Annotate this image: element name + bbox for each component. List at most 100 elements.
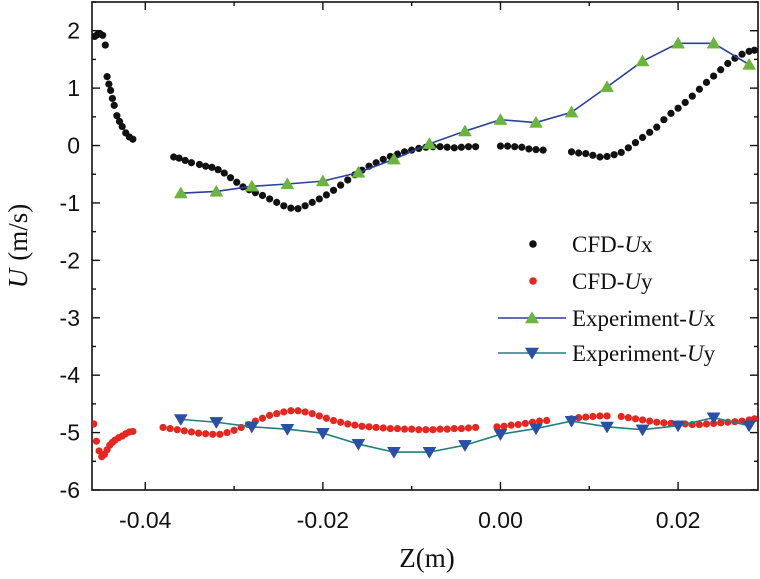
- data-point: [107, 86, 115, 95]
- data-point: [400, 425, 409, 433]
- data-point: [216, 430, 224, 438]
- data-point: [589, 151, 597, 159]
- data-point: [450, 424, 458, 433]
- data-point: [294, 407, 302, 415]
- data-point: [617, 412, 625, 421]
- data-marker: [280, 424, 295, 436]
- data-point: [187, 428, 196, 436]
- data-point: [681, 98, 689, 107]
- x-tick-label: 0.02: [656, 507, 701, 533]
- data-point: [457, 143, 466, 151]
- data-point: [226, 174, 235, 182]
- legend-marker: [525, 311, 539, 324]
- data-point: [496, 142, 505, 150]
- data-point: [511, 143, 519, 151]
- data-point: [92, 420, 98, 428]
- x-tick-label: 0.00: [478, 507, 523, 533]
- legend-entry: CFD-Ux: [529, 232, 653, 257]
- data-point: [92, 437, 101, 445]
- data-marker: [173, 414, 188, 427]
- data-point: [233, 178, 241, 186]
- data-marker: [351, 438, 366, 451]
- data-point: [514, 420, 522, 429]
- data-point: [214, 166, 222, 174]
- data-point: [301, 202, 309, 210]
- data-point: [653, 418, 661, 426]
- data-marker: [458, 124, 472, 137]
- data-point: [105, 80, 113, 88]
- data-point: [646, 417, 654, 425]
- data-point: [702, 420, 711, 428]
- data-point: [379, 155, 387, 163]
- data-marker: [422, 446, 437, 459]
- x-tick-label: -0.02: [297, 507, 349, 533]
- x-tick-label: -0.04: [119, 507, 172, 533]
- data-point: [329, 186, 338, 194]
- data-point: [436, 143, 444, 151]
- legend-entry: Experiment-Uy: [498, 341, 716, 366]
- data-marker: [600, 80, 614, 93]
- data-point: [129, 135, 137, 143]
- data-point: [631, 415, 640, 423]
- data-point: [101, 41, 109, 49]
- data-point: [408, 425, 416, 433]
- data-point: [273, 410, 281, 418]
- data-point: [308, 410, 316, 418]
- data-point: [638, 416, 647, 424]
- legend-marker: [529, 277, 537, 285]
- data-point: [674, 104, 682, 112]
- data-point: [472, 143, 480, 151]
- data-point: [660, 116, 668, 124]
- data-point: [379, 424, 387, 432]
- data-marker: [706, 36, 721, 49]
- data-point: [521, 419, 529, 428]
- data-marker: [173, 186, 188, 199]
- data-point: [194, 429, 203, 437]
- data-point: [301, 408, 309, 416]
- data-point: [457, 424, 466, 433]
- data-point: [638, 133, 647, 142]
- legend-label: Experiment-Ux: [572, 306, 716, 331]
- y-tick-label: 1: [67, 75, 80, 101]
- data-point: [108, 94, 117, 103]
- data-point: [110, 101, 118, 109]
- data-marker: [315, 174, 330, 187]
- data-point: [738, 50, 746, 58]
- data-point: [337, 418, 345, 426]
- data-point: [750, 46, 758, 54]
- data-point: [266, 411, 274, 419]
- data-point: [287, 204, 295, 212]
- data-point: [695, 420, 703, 429]
- data-point: [280, 408, 288, 416]
- data-point: [337, 181, 345, 189]
- data-point: [187, 159, 196, 167]
- legend-label: CFD-Uy: [572, 269, 653, 294]
- legend-marker: [529, 240, 537, 248]
- series-cfd-ux: [92, 29, 758, 213]
- data-point: [575, 414, 583, 422]
- data-marker: [315, 428, 330, 440]
- data-point: [422, 426, 430, 434]
- data-marker: [706, 412, 721, 425]
- data-point: [518, 143, 526, 151]
- data-point: [173, 426, 181, 434]
- data-point: [258, 191, 267, 200]
- data-point: [202, 162, 210, 170]
- data-marker: [742, 420, 757, 433]
- data-point: [159, 423, 167, 432]
- data-point: [315, 195, 323, 203]
- data-point: [99, 31, 107, 39]
- data-marker: [529, 115, 543, 128]
- data-point: [386, 424, 394, 433]
- y-tick-label: -4: [60, 362, 81, 388]
- data-point: [308, 198, 316, 206]
- data-marker: [351, 165, 366, 178]
- data-point: [582, 149, 590, 158]
- data-point: [175, 154, 183, 162]
- data-marker: [209, 184, 224, 197]
- data-point: [500, 422, 508, 430]
- data-marker: [600, 421, 614, 434]
- data-marker: [493, 429, 508, 441]
- data-point: [631, 139, 640, 147]
